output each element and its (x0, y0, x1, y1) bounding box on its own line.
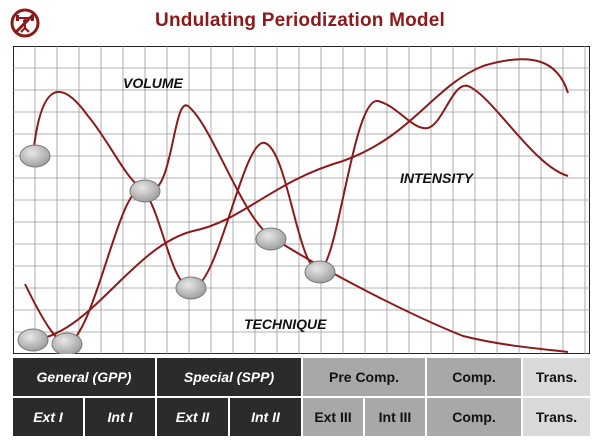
periodization-chart (13, 46, 590, 354)
phase-spp: Special (SPP) (157, 358, 303, 396)
technique-label: TECHNIQUE (244, 316, 327, 332)
subphase-int-1: Int I (85, 398, 157, 436)
node-dot (19, 144, 51, 168)
volume-curve (32, 91, 569, 353)
node-dot (129, 179, 161, 203)
technique-curve (24, 84, 569, 345)
page-title: Undulating Periodization Model (155, 10, 445, 31)
subphase-int-2: Int II (230, 398, 303, 436)
weightlifter-icon (10, 8, 40, 38)
phase-trans: Trans. (523, 358, 590, 396)
node-dot (17, 328, 49, 352)
intensity-curve (34, 58, 569, 341)
node-dot (255, 227, 287, 251)
phase-comp: Comp. (427, 358, 523, 396)
volume-label: VOLUME (123, 75, 183, 91)
subphase-int-3: Int III (365, 398, 427, 436)
subphase-ext-1: Ext I (13, 398, 85, 436)
phase-row: General (GPP) Special (SPP) Pre Comp. Co… (13, 358, 590, 396)
phase-pre-comp: Pre Comp. (303, 358, 427, 396)
phase-gpp: General (GPP) (13, 358, 157, 396)
subphase-ext-2: Ext II (157, 398, 230, 436)
subphase-row: Ext I Int I Ext II Int II Ext III Int II… (13, 398, 590, 436)
phase-bands: General (GPP) Special (SPP) Pre Comp. Co… (13, 358, 590, 438)
subphase-ext-3: Ext III (303, 398, 365, 436)
subphase-trans: Trans. (523, 398, 590, 436)
node-dot (304, 260, 336, 284)
node-dot (175, 276, 207, 300)
intensity-label: INTENSITY (400, 170, 474, 186)
subphase-comp: Comp. (427, 398, 523, 436)
node-dot (51, 332, 83, 354)
